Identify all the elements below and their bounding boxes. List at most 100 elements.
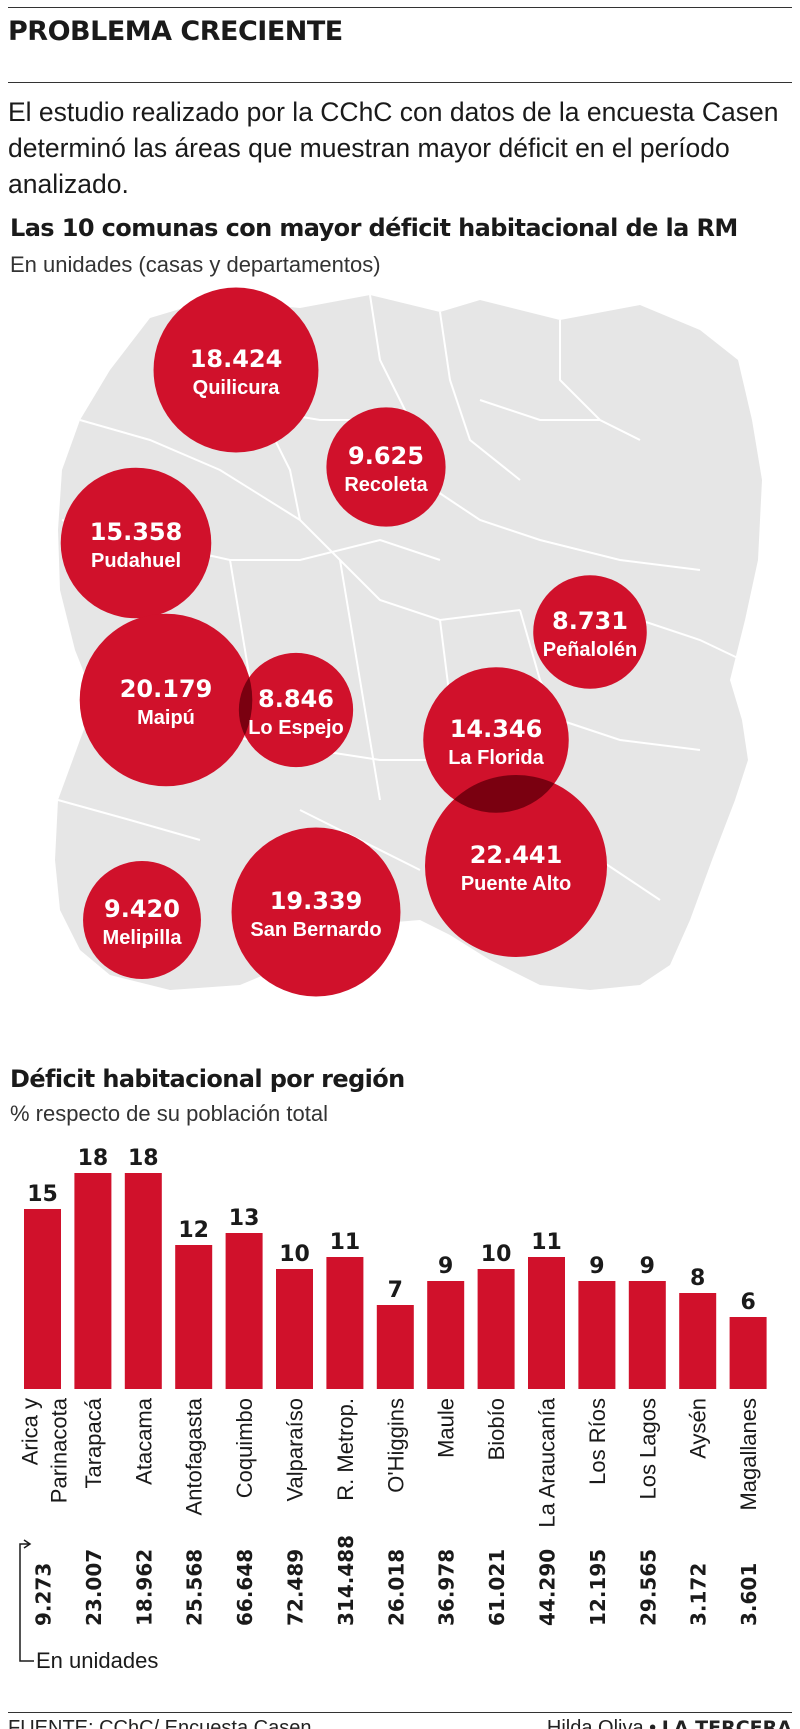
bar-value-label: 10 [481,1242,512,1267]
bar-value-label: 9 [589,1254,604,1279]
map-chart-title: Las 10 comunas con mayor déficit habitac… [10,214,738,242]
top-rule [8,7,792,8]
map-chart-subtitle: En unidades (casas y departamentos) [10,252,381,277]
bubble-value-label: 22.441 [470,841,563,869]
intro-text: El estudio realizado por la CChC con dat… [8,97,779,199]
category-label: Arica y Parinacota [18,1397,72,1503]
unit-value-label: 66.648 [233,1549,257,1626]
bar-chart-subtitle: % respecto de su población total [10,1101,328,1126]
bar [276,1269,313,1389]
unit-value-label: 9.273 [32,1563,56,1626]
brand-name: LA TERCERA [661,1717,792,1729]
bubble-value-label: 9.625 [348,442,424,470]
bars-group: 15 Arica y Parinacota 9.273 18 Tarapacá 23.007… [18,1146,767,1673]
category-label: Antofagasta [182,1397,207,1515]
bubble-value-label: 9.420 [104,895,180,923]
bar [225,1233,263,1389]
bubble-melipilla [83,861,201,979]
units-caption: En unidades [36,1648,158,1673]
unit-value-label: 12.195 [586,1549,610,1626]
bubble-recoleta [326,407,446,527]
credit: Hilda Oliva • LA TERCERA [547,1717,792,1729]
category-label: Valparaíso [283,1398,308,1502]
bubble-value-label: 19.339 [270,887,363,915]
unit-value-label: 3.172 [687,1563,711,1626]
bar [124,1173,162,1389]
bubble-san-bernardo [231,827,401,997]
category-label: R. Metrop. [333,1398,358,1501]
bubble-maip- [79,613,253,787]
bar [326,1257,364,1389]
category-label: Atacama [131,1397,156,1485]
bubble-la-florida [423,667,569,813]
unit-value-label: 44.290 [536,1549,560,1626]
bubble-name-label: Melipilla [103,927,183,949]
author-name: Hilda Oliva [546,1717,644,1729]
bar [376,1305,414,1389]
bubble-name-label: Peñalolén [543,639,637,661]
bar [528,1257,565,1389]
bar-value-label: 11 [330,1230,361,1255]
unit-value-label: 23.007 [82,1549,106,1626]
unit-value-label: 26.018 [384,1549,408,1626]
bar-value-label: 10 [279,1242,310,1267]
source-note: FUENTE: CChC/ Encuesta Casen. [8,1717,317,1729]
category-label: Coquimbo [232,1398,257,1498]
bubble-name-label: Pudahuel [91,550,181,572]
credit-separator: • [649,1717,657,1729]
unit-value-label: 18.962 [132,1549,156,1626]
bubble-quilicura [153,287,319,453]
bar [578,1281,616,1389]
bubble-name-label: La Florida [448,747,544,769]
bar [175,1245,213,1389]
unit-value-label: 314.488 [334,1535,358,1626]
category-label: Los Ríos [585,1398,610,1485]
bubble-value-label: 15.358 [90,518,183,546]
category-label: Magallanes [736,1398,761,1511]
category-label: La Araucanía [535,1397,560,1527]
bubble-name-label: Quilicura [193,377,281,399]
bubble-name-label: Maipú [137,707,195,729]
bar-value-label: 18 [78,1146,109,1171]
footer-rule [8,1712,792,1713]
bar [729,1317,767,1389]
bar-value-label: 9 [640,1254,655,1279]
unit-value-label: 29.565 [636,1549,660,1626]
category-label: Maule [434,1398,459,1458]
bubble-name-label: San Bernardo [250,919,381,941]
bar-value-label: 12 [178,1218,209,1243]
bubble-name-label: Puente Alto [461,873,571,895]
unit-value-label: 25.568 [183,1549,207,1626]
bubble-value-label: 8.846 [258,685,334,713]
bubble-name-label: Lo Espejo [248,717,344,739]
bubbles-group: 18.424 Quilicura 9.625 Recoleta 15.358 Pudahu… [60,287,647,997]
bar-value-label: 7 [388,1278,403,1303]
bar-value-label: 6 [740,1290,755,1315]
bar [477,1269,515,1389]
bar-value-label: 18 [128,1146,159,1171]
bubble-pe-alol-n [533,575,647,689]
unit-value-label: 61.021 [485,1549,509,1626]
category-label: Biobío [484,1398,509,1460]
page-title: PROBLEMA CRECIENTE [8,16,343,47]
bar-value-label: 8 [690,1266,705,1291]
bar-chart-title: Déficit habitacional por región [10,1065,405,1093]
bar [74,1173,112,1389]
unit-value-label: 3.601 [737,1563,761,1626]
unit-value-label: 72.489 [284,1549,308,1626]
bar [24,1209,61,1389]
category-label: Los Lagos [635,1398,660,1500]
bubble-pudahuel [60,467,212,619]
bubble-value-label: 8.731 [552,607,628,635]
bubble-value-label: 14.346 [450,715,543,743]
bar [679,1293,717,1389]
title-rule [8,82,792,83]
bar-value-label: 15 [27,1182,58,1207]
bubble-value-label: 20.179 [120,675,213,703]
category-label: O'Higgins [383,1398,408,1493]
bar-value-label: 13 [229,1206,260,1231]
bar-value-label: 11 [531,1230,562,1255]
bar-value-label: 9 [438,1254,453,1279]
